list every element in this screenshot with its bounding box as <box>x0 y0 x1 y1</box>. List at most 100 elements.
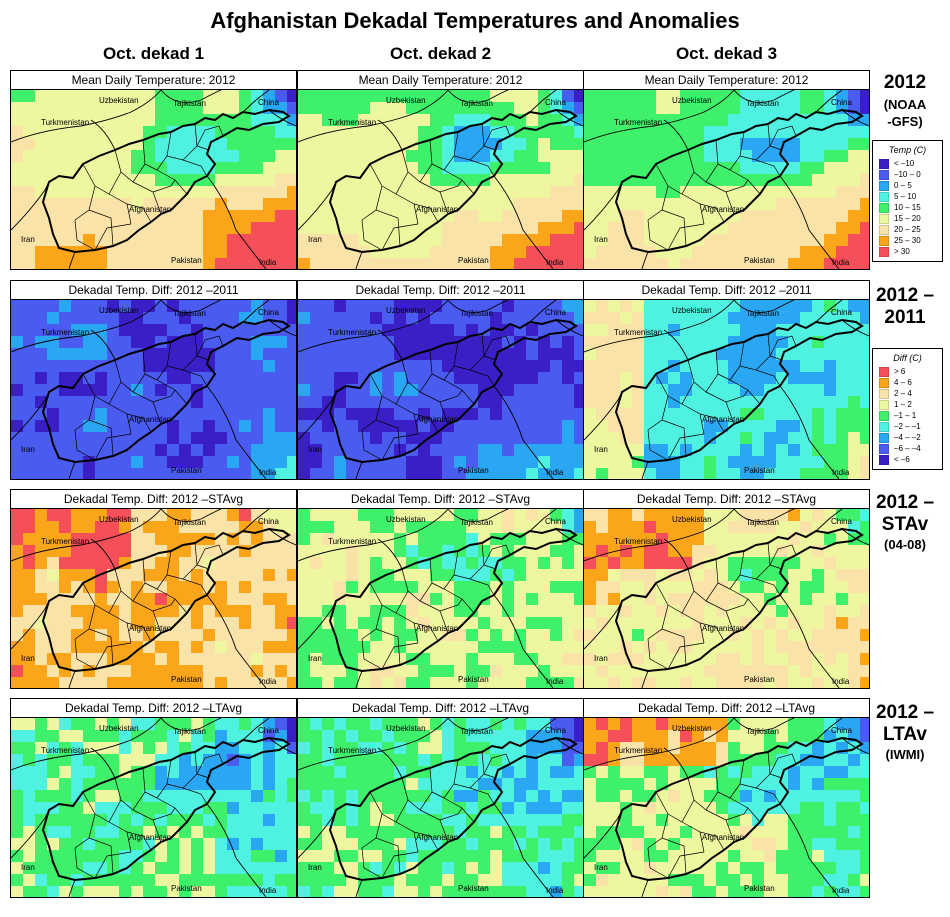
map-label-china: China <box>831 98 852 107</box>
raster-field <box>11 718 296 897</box>
legend-label: < –10 <box>894 159 915 168</box>
legend-swatch <box>879 191 889 202</box>
raster-field <box>584 718 869 897</box>
province-border <box>483 564 497 570</box>
country-border <box>584 509 735 562</box>
province-border <box>439 179 463 193</box>
legend-label: < –6 <box>894 455 910 464</box>
row-label-2012-ltav: 2012 –LTAv (IWMI) <box>875 702 935 762</box>
panel-title: Dekadal Temp. Diff: 2012 –LTAvg <box>11 699 296 718</box>
province-border <box>431 550 459 590</box>
province-border <box>667 777 695 823</box>
province-border <box>94 149 122 195</box>
country-border <box>493 803 554 897</box>
country-border <box>206 803 267 897</box>
map-label-pakistan: Pakistan <box>458 466 489 475</box>
province-border <box>469 159 495 177</box>
province-border <box>717 131 745 171</box>
country-border <box>841 528 869 546</box>
province-border <box>739 333 771 371</box>
province-border <box>725 389 749 403</box>
country-border <box>584 300 735 353</box>
province-border <box>361 638 383 670</box>
province-border <box>152 179 176 193</box>
province-border <box>769 753 797 775</box>
country-border <box>815 90 843 113</box>
country-border <box>242 718 270 741</box>
country-border <box>160 509 222 522</box>
country-border <box>555 528 583 546</box>
map-label-china: China <box>831 308 852 317</box>
province-border <box>469 369 495 387</box>
legend-item: –6 – –4 <box>873 443 942 454</box>
province-border <box>661 837 687 875</box>
map-label-afghanistan: Afghanistan <box>416 205 459 214</box>
map-label-tajikistan: Tajikistan <box>746 309 779 318</box>
province-border <box>120 767 146 811</box>
legend-item: 10 – 15 <box>873 202 942 213</box>
legend-swatch <box>879 224 889 235</box>
province-border <box>182 369 208 387</box>
map-area <box>298 90 583 269</box>
legend-label: 0 – 5 <box>894 181 912 190</box>
province-border <box>739 542 771 580</box>
map-label-afghanistan: Afghanistan <box>702 415 745 424</box>
raster-field <box>11 90 296 269</box>
map-label-tajikistan: Tajikistan <box>460 309 493 318</box>
country-border <box>779 385 840 479</box>
row-label-2012: 2012 (NOAA -GFS) <box>883 72 927 129</box>
map-label-pakistan: Pakistan <box>171 675 202 684</box>
province-border <box>144 131 172 171</box>
legend-item: –10 – 0 <box>873 169 942 180</box>
province-border <box>769 355 783 361</box>
country-border <box>298 718 449 771</box>
province-border <box>413 622 439 642</box>
legend-title: Diff (C) <box>893 353 922 363</box>
province-border <box>647 638 669 670</box>
legend-swatch <box>879 399 889 410</box>
province-border <box>717 759 745 799</box>
province-border <box>74 163 96 221</box>
afghanistan-border <box>614 318 864 464</box>
raster-field <box>298 90 583 269</box>
map-area <box>11 300 296 479</box>
map-label-tajikistan: Tajikistan <box>746 727 779 736</box>
map-area <box>584 90 869 269</box>
province-border <box>126 622 152 642</box>
province-border <box>88 419 114 457</box>
province-border <box>739 123 771 161</box>
map-label-afghanistan: Afghanistan <box>416 415 459 424</box>
province-border <box>483 355 497 361</box>
panel-title: Dekadal Temp. Diff: 2012 –LTAvg <box>298 699 583 718</box>
province-border <box>375 837 401 875</box>
afghanistan-border <box>328 736 578 882</box>
legend-label: 5 – 10 <box>894 192 917 201</box>
province-border <box>152 807 176 821</box>
legend-swatch <box>879 246 889 257</box>
province-border <box>361 847 383 879</box>
map-label-turkmenistan: Turkmenistan <box>328 118 377 127</box>
province-border <box>717 341 745 381</box>
province-border <box>413 413 439 433</box>
map-label-afghanistan: Afghanistan <box>702 205 745 214</box>
map-area <box>298 718 583 897</box>
country-border <box>641 670 649 688</box>
legend-swatch <box>879 235 889 246</box>
map-label-turkmenistan: Turkmenistan <box>614 537 663 546</box>
province-border <box>407 767 433 811</box>
map-label-india: India <box>832 886 850 895</box>
map-panel-r4-c3: Dekadal Temp. Diff: 2012 –LTAvg Uzbekista… <box>583 698 870 898</box>
country-border <box>529 509 557 532</box>
province-border <box>74 373 96 431</box>
map-area <box>298 509 583 688</box>
country-border <box>529 90 557 113</box>
country-border <box>298 809 337 859</box>
map-label-uzbekistan: Uzbekistan <box>672 515 712 524</box>
legend-swatch <box>879 388 889 399</box>
legend-label: –4 – –2 <box>894 433 921 442</box>
legend-swatch <box>879 180 889 191</box>
legend-label: > 30 <box>894 247 910 256</box>
legend-item: 20 – 25 <box>873 224 942 235</box>
map-label-uzbekistan: Uzbekistan <box>99 306 139 315</box>
map-label-india: India <box>259 468 277 477</box>
